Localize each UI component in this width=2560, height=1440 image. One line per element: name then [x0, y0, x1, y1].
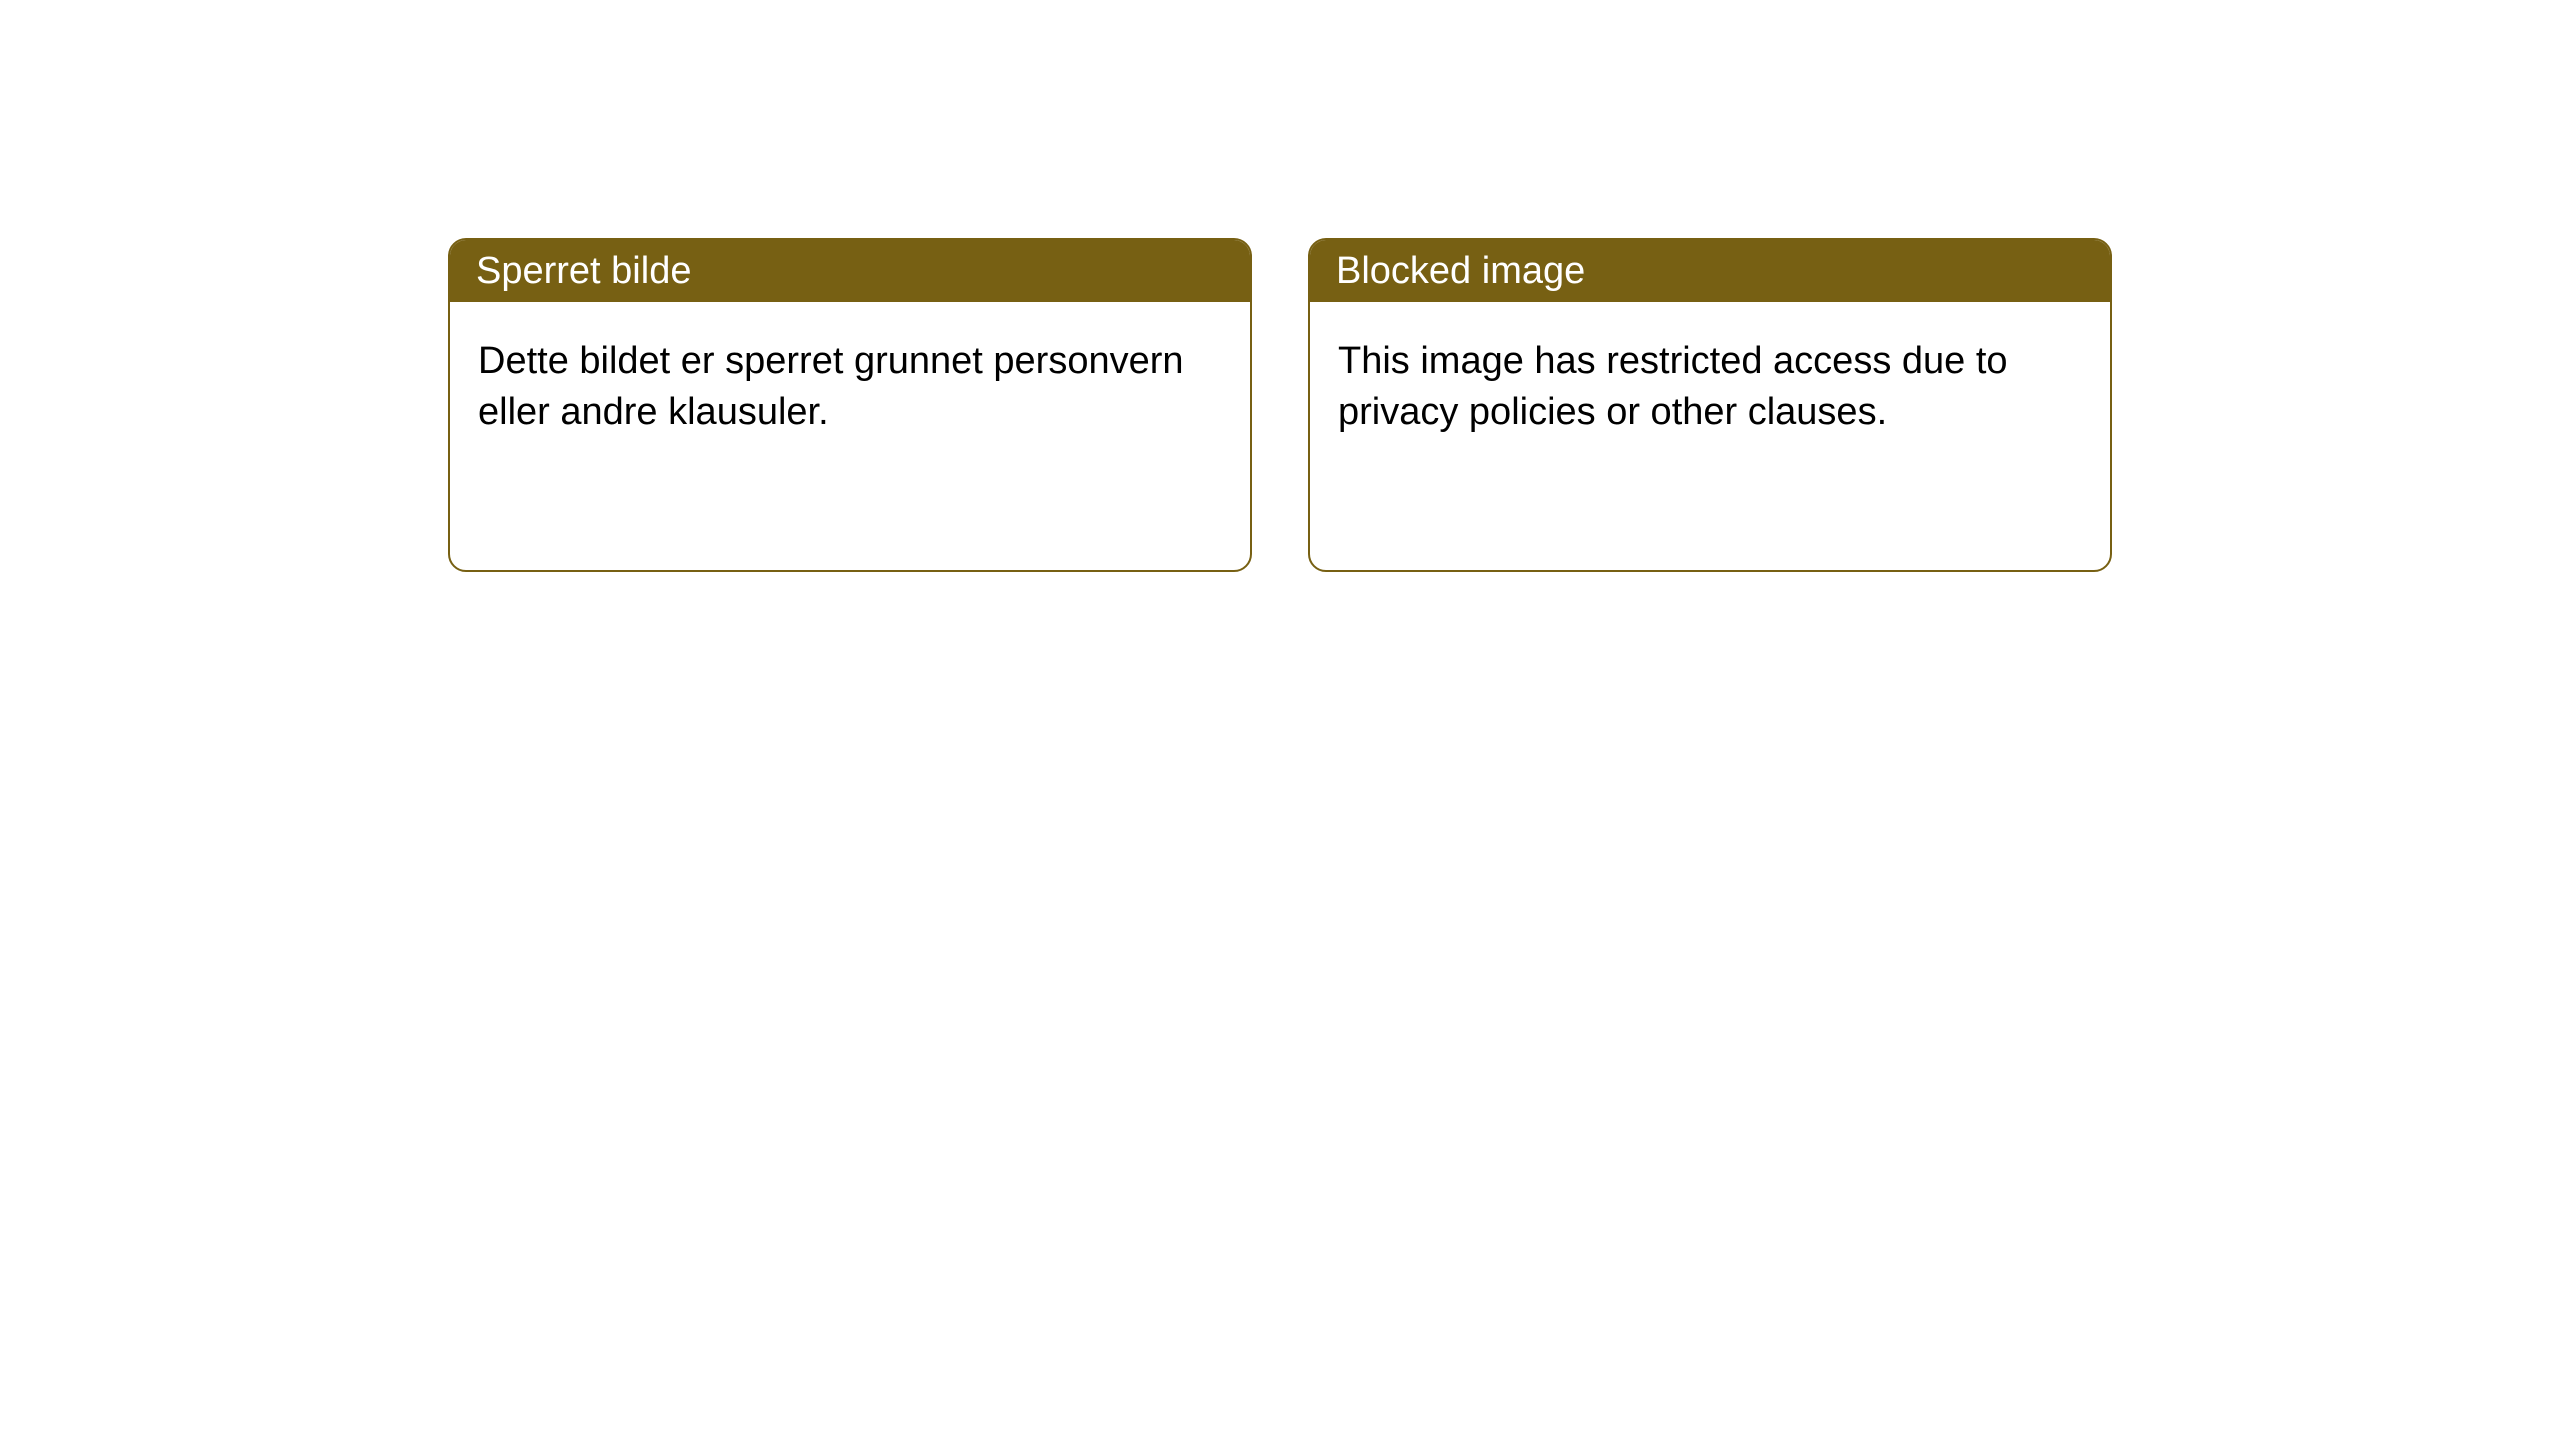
card-header: Blocked image [1310, 240, 2110, 302]
card-body: This image has restricted access due to … [1310, 302, 2110, 473]
blocked-image-card-en: Blocked image This image has restricted … [1308, 238, 2112, 572]
card-header: Sperret bilde [450, 240, 1250, 302]
blocked-image-card-no: Sperret bilde Dette bildet er sperret gr… [448, 238, 1252, 572]
notice-container: Sperret bilde Dette bildet er sperret gr… [0, 0, 2560, 572]
card-body: Dette bildet er sperret grunnet personve… [450, 302, 1250, 473]
